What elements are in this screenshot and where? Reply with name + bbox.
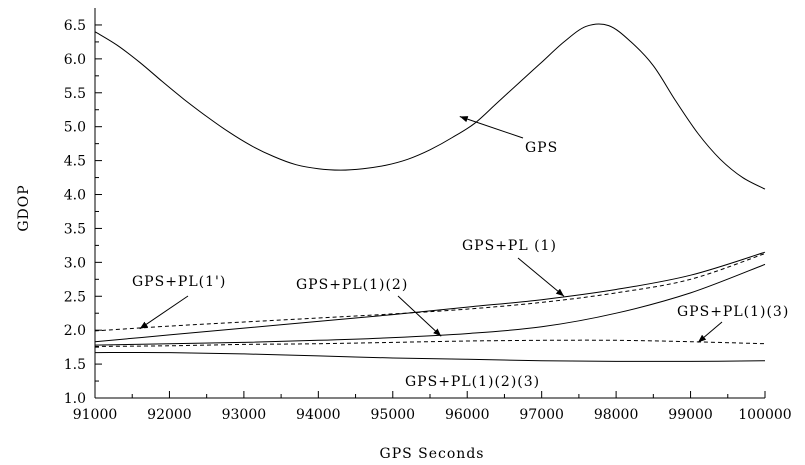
y-tick-label: 2.5 bbox=[64, 289, 86, 305]
series-line-2 bbox=[94, 251, 766, 343]
annotation-arrow-2 bbox=[139, 295, 189, 330]
x-tick-label: 94000 bbox=[296, 407, 341, 423]
y-tick-label: 3.0 bbox=[64, 255, 86, 271]
annotation-label-4: GPS+PL(1)(3) bbox=[677, 304, 789, 320]
y-tick-label: 6.0 bbox=[64, 52, 86, 68]
y-tick-label: 4.5 bbox=[64, 154, 86, 170]
ticks-layer: 1.0 1.5 2.0 2.5 3.0 3.5 4.0 4.5 5.0 5.5 6.0 6.5 9100… bbox=[64, 18, 792, 423]
y-tick-label: 3.5 bbox=[64, 221, 86, 237]
annotation-label-0: GPS bbox=[525, 140, 558, 156]
annotation-arrow-1 bbox=[517, 257, 565, 297]
x-tick-label: 91000 bbox=[73, 407, 118, 423]
x-axis-title: GPS Seconds bbox=[380, 446, 485, 462]
series-line-3 bbox=[94, 263, 766, 346]
x-tick-label: 99000 bbox=[668, 407, 713, 423]
y-axis-title: GDOP bbox=[16, 184, 32, 231]
x-tick-label: 93000 bbox=[222, 407, 267, 423]
annotation-label-2: GPS+PL(1') bbox=[132, 274, 226, 290]
x-tick-label: 96000 bbox=[445, 407, 490, 423]
y-tick-label: 2.0 bbox=[64, 323, 86, 339]
y-tick-label: 5.5 bbox=[64, 86, 86, 102]
annotation-arrow-4 bbox=[697, 321, 723, 343]
annotation-arrow-3 bbox=[397, 295, 442, 337]
annotation-arrow-0 bbox=[459, 116, 524, 139]
x-tick-label: 92000 bbox=[147, 407, 192, 423]
series-layer bbox=[94, 23, 766, 362]
y-tick-label: 1.5 bbox=[64, 357, 86, 373]
y-tick-label: 5.0 bbox=[64, 120, 86, 136]
series-line-0 bbox=[94, 23, 766, 190]
series-line-5 bbox=[94, 351, 766, 362]
annotation-label-5: GPS+PL(1)(2)(3) bbox=[405, 374, 540, 390]
x-tick-label: 95000 bbox=[371, 407, 416, 423]
series-line-1 bbox=[94, 253, 766, 332]
annotation-layer: GPS GPS+PL (1) GPS+PL(1') GPS+PL(1)(2) GPS+P… bbox=[132, 116, 789, 390]
x-tick-label: 97000 bbox=[519, 407, 564, 423]
x-tick-label: 98000 bbox=[594, 407, 639, 423]
x-tick-label: 100000 bbox=[738, 407, 791, 423]
axes-layer bbox=[94, 8, 765, 399]
annotation-label-1: GPS+PL (1) bbox=[462, 238, 557, 254]
y-tick-label: 6.5 bbox=[64, 18, 86, 34]
y-tick-label: 1.0 bbox=[64, 391, 86, 407]
y-tick-label: 4.0 bbox=[64, 188, 86, 204]
annotation-label-3: GPS+PL(1)(2) bbox=[296, 277, 408, 293]
